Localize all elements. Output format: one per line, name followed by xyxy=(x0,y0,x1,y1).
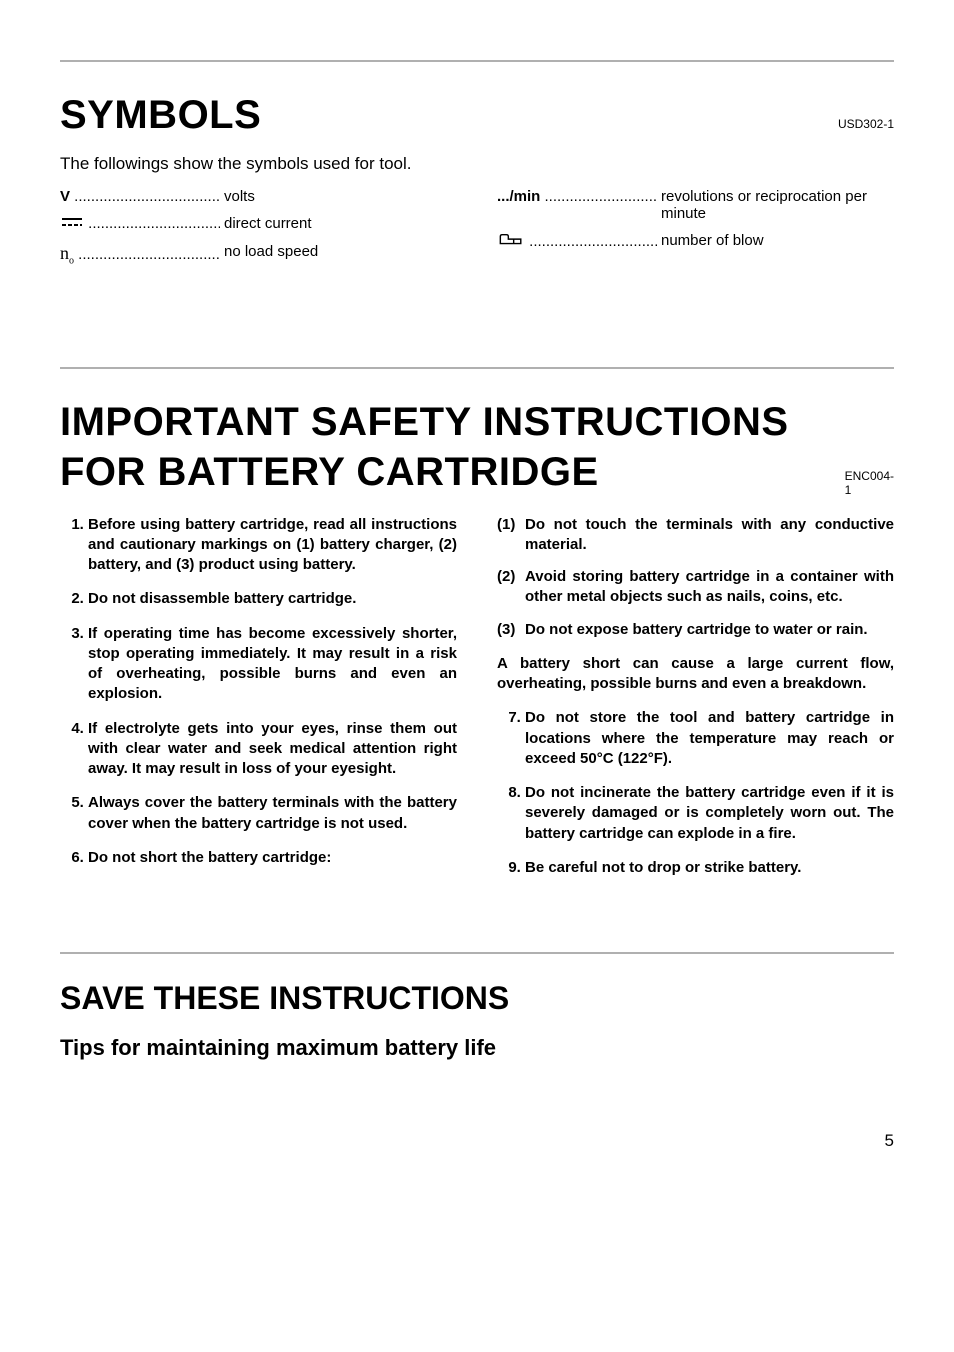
list-item: (1) Do not touch the terminals with any … xyxy=(497,515,894,556)
save-section: SAVE THESE INSTRUCTIONS Tips for maintai… xyxy=(60,980,894,1061)
symbol-row: V volts xyxy=(60,188,457,205)
battery-columns: Before using battery cartridge, read all… xyxy=(60,515,894,893)
list-item: Before using battery cartridge, read all… xyxy=(88,515,457,576)
battery-sub-list: (1) Do not touch the terminals with any … xyxy=(497,515,894,640)
symbol-key-cell: no xyxy=(60,243,220,267)
symbol-key-permin: .../min xyxy=(497,188,540,205)
symbol-def: revolutions or reciprocation per minute xyxy=(657,188,894,222)
symbol-key-cell xyxy=(497,232,657,252)
symbol-key-cell: .../min xyxy=(497,188,657,205)
list-item: Do not store the tool and battery cartri… xyxy=(525,708,894,769)
symbols-right-col: .../min revolutions or reciprocation per… xyxy=(497,188,894,277)
symbol-row: .../min revolutions or reciprocation per… xyxy=(497,188,894,222)
list-item: Do not disassemble battery cartridge. xyxy=(88,589,457,609)
save-subheading: Tips for maintaining maximum battery lif… xyxy=(60,1035,894,1061)
symbols-heading: SYMBOLS xyxy=(60,90,261,140)
list-item: Always cover the battery terminals with … xyxy=(88,793,457,834)
symbol-def: number of blow xyxy=(657,232,894,249)
symbols-intro: The followings show the symbols used for… xyxy=(60,154,894,174)
battery-left-col: Before using battery cartridge, read all… xyxy=(60,515,457,893)
page: SYMBOLS USD302-1 The followings show the… xyxy=(0,0,954,1191)
leader-dots xyxy=(540,188,657,205)
section-divider xyxy=(60,367,894,369)
sub-number: (1) xyxy=(497,515,525,556)
symbols-columns: V volts direct curr xyxy=(60,188,894,277)
leader-dots xyxy=(84,215,220,232)
list-item: (2) Avoid storing battery cartridge in a… xyxy=(497,567,894,608)
symbol-def: no load speed xyxy=(220,243,457,260)
symbol-def: direct current xyxy=(220,215,457,232)
symbols-heading-row: SYMBOLS USD302-1 xyxy=(60,90,894,140)
sub-number: (2) xyxy=(497,567,525,608)
sub-text: Avoid storing battery cartridge in a con… xyxy=(525,567,894,608)
symbol-row: direct current xyxy=(60,215,457,233)
number-of-blow-icon xyxy=(497,232,525,252)
symbol-def: volts xyxy=(220,188,457,205)
battery-free-para: A battery short can cause a large curren… xyxy=(497,654,894,695)
list-item: If operating time has become excessively… xyxy=(88,624,457,705)
page-number: 5 xyxy=(60,1131,894,1151)
section-divider xyxy=(60,952,894,954)
leader-dots xyxy=(70,188,220,205)
leader-dots xyxy=(74,246,220,263)
symbol-key-volts: V xyxy=(60,188,70,205)
battery-right-col: (1) Do not touch the terminals with any … xyxy=(497,515,894,893)
list-item: If electrolyte gets into your eyes, rins… xyxy=(88,719,457,780)
sub-text: Do not touch the terminals with any cond… xyxy=(525,515,894,556)
list-item: (3) Do not expose battery cartridge to w… xyxy=(497,620,894,640)
symbols-left-col: V volts direct curr xyxy=(60,188,457,277)
section-divider xyxy=(60,60,894,62)
save-heading: SAVE THESE INSTRUCTIONS xyxy=(60,980,894,1017)
list-item: Do not short the battery cartridge: xyxy=(88,848,457,868)
battery-heading: IMPORTANT SAFETY INSTRUCTIONS FOR BATTER… xyxy=(60,397,845,497)
symbol-key-cell: V xyxy=(60,188,220,205)
battery-left-list: Before using battery cartridge, read all… xyxy=(60,515,457,869)
battery-code: ENC004-1 xyxy=(845,469,894,497)
battery-heading-row: IMPORTANT SAFETY INSTRUCTIONS FOR BATTER… xyxy=(60,397,894,497)
list-item: Be careful not to drop or strike battery… xyxy=(525,858,894,878)
symbol-key-cell xyxy=(60,215,220,233)
battery-right-list: Do not store the tool and battery cartri… xyxy=(497,708,894,878)
direct-current-icon xyxy=(60,215,84,233)
leader-dots xyxy=(525,233,657,250)
symbol-row: no no load speed xyxy=(60,243,457,267)
no-load-speed-icon: no xyxy=(60,243,74,263)
symbol-row: number of blow xyxy=(497,232,894,252)
list-item: Do not incinerate the battery cartridge … xyxy=(525,783,894,844)
symbols-code: USD302-1 xyxy=(838,117,894,131)
sub-text: Do not expose battery cartridge to water… xyxy=(525,620,894,640)
sub-number: (3) xyxy=(497,620,525,640)
